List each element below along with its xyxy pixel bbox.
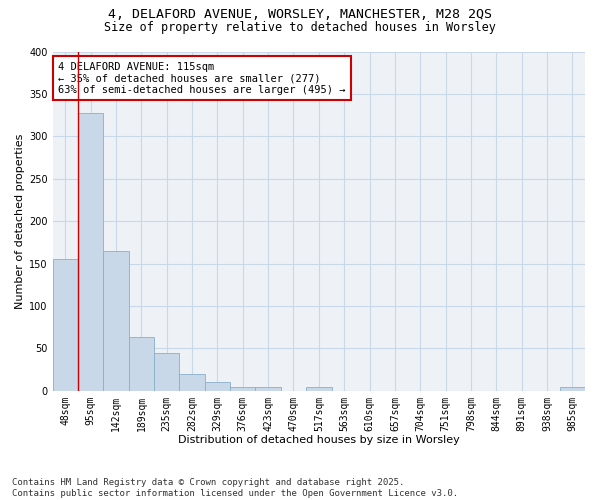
Bar — [230, 388, 256, 390]
Text: Size of property relative to detached houses in Worsley: Size of property relative to detached ho… — [104, 21, 496, 34]
Bar — [205, 382, 230, 390]
Bar — [78, 112, 103, 390]
X-axis label: Distribution of detached houses by size in Worsley: Distribution of detached houses by size … — [178, 435, 460, 445]
Bar — [53, 260, 78, 390]
Bar — [179, 374, 205, 390]
Text: 4, DELAFORD AVENUE, WORSLEY, MANCHESTER, M28 2QS: 4, DELAFORD AVENUE, WORSLEY, MANCHESTER,… — [108, 8, 492, 20]
Text: Contains HM Land Registry data © Crown copyright and database right 2025.
Contai: Contains HM Land Registry data © Crown c… — [12, 478, 458, 498]
Bar — [129, 338, 154, 390]
Y-axis label: Number of detached properties: Number of detached properties — [15, 134, 25, 309]
Bar — [103, 251, 129, 390]
Text: 4 DELAFORD AVENUE: 115sqm
← 35% of detached houses are smaller (277)
63% of semi: 4 DELAFORD AVENUE: 115sqm ← 35% of detac… — [58, 62, 346, 95]
Bar — [256, 388, 281, 390]
Bar — [560, 388, 585, 390]
Bar — [154, 354, 179, 391]
Bar — [306, 388, 332, 390]
